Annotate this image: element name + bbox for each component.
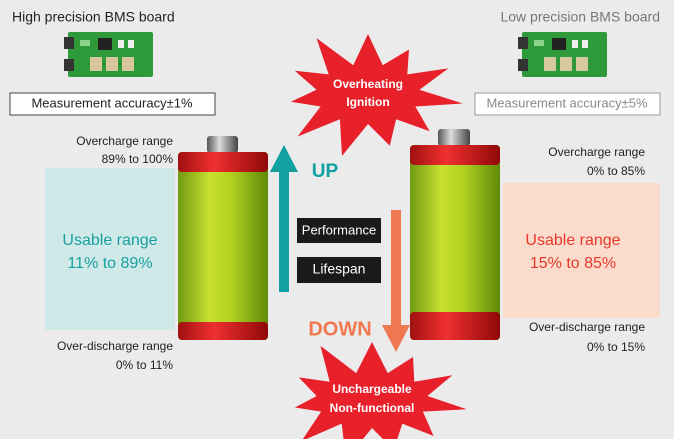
lifespan: Lifespan xyxy=(313,261,366,277)
left-overdischarge-label: Over-discharge range xyxy=(57,339,173,353)
burst-bottom-line: Unchargeable xyxy=(332,382,412,396)
right-usable-range: 15% to 85% xyxy=(530,255,616,272)
right-overcharge-range: 0% to 85% xyxy=(587,164,645,178)
right-overcharge-label: Overcharge range xyxy=(548,145,645,159)
left-title: High precision BMS board xyxy=(12,9,175,25)
left-accuracy: Measurement accuracy±1% xyxy=(31,95,192,110)
lifespan-box xyxy=(297,257,381,283)
right-usable-label: Usable range xyxy=(525,232,620,249)
performance: Performance xyxy=(302,222,376,237)
right-usable-box xyxy=(503,183,660,318)
left-battery xyxy=(178,136,268,340)
left-accuracy-box xyxy=(9,92,216,116)
burst-top-line: Overheating xyxy=(333,77,403,91)
burst-bottom xyxy=(294,342,467,439)
right-board xyxy=(518,32,607,77)
burst-top xyxy=(290,34,463,156)
right-overdischarge-range: 0% to 15% xyxy=(587,340,645,354)
right-title: Low precision BMS board xyxy=(500,9,660,25)
burst-top-line: Ignition xyxy=(346,95,389,109)
right-battery xyxy=(410,129,500,340)
left-overdischarge-range: 0% to 11% xyxy=(116,358,173,372)
left-usable-box xyxy=(45,168,175,330)
performance-box xyxy=(297,218,381,243)
right-overdischarge-label: Over-discharge range xyxy=(529,320,645,334)
up-arrow xyxy=(270,145,298,292)
down-label: DOWN xyxy=(308,318,371,340)
left-usable-label: Usable range xyxy=(62,232,157,249)
left-board xyxy=(64,32,153,77)
up-label: UP xyxy=(312,161,339,182)
down-arrow xyxy=(382,210,410,352)
right-accuracy: Measurement accuracy±5% xyxy=(486,95,647,110)
left-usable-range: 11% to 89% xyxy=(67,255,152,272)
left-overcharge-range: 89% to 100% xyxy=(102,152,174,166)
burst-bottom-line: Non-functional xyxy=(330,401,415,415)
right-accuracy-box xyxy=(474,92,661,116)
left-overcharge-label: Overcharge range xyxy=(76,134,173,148)
